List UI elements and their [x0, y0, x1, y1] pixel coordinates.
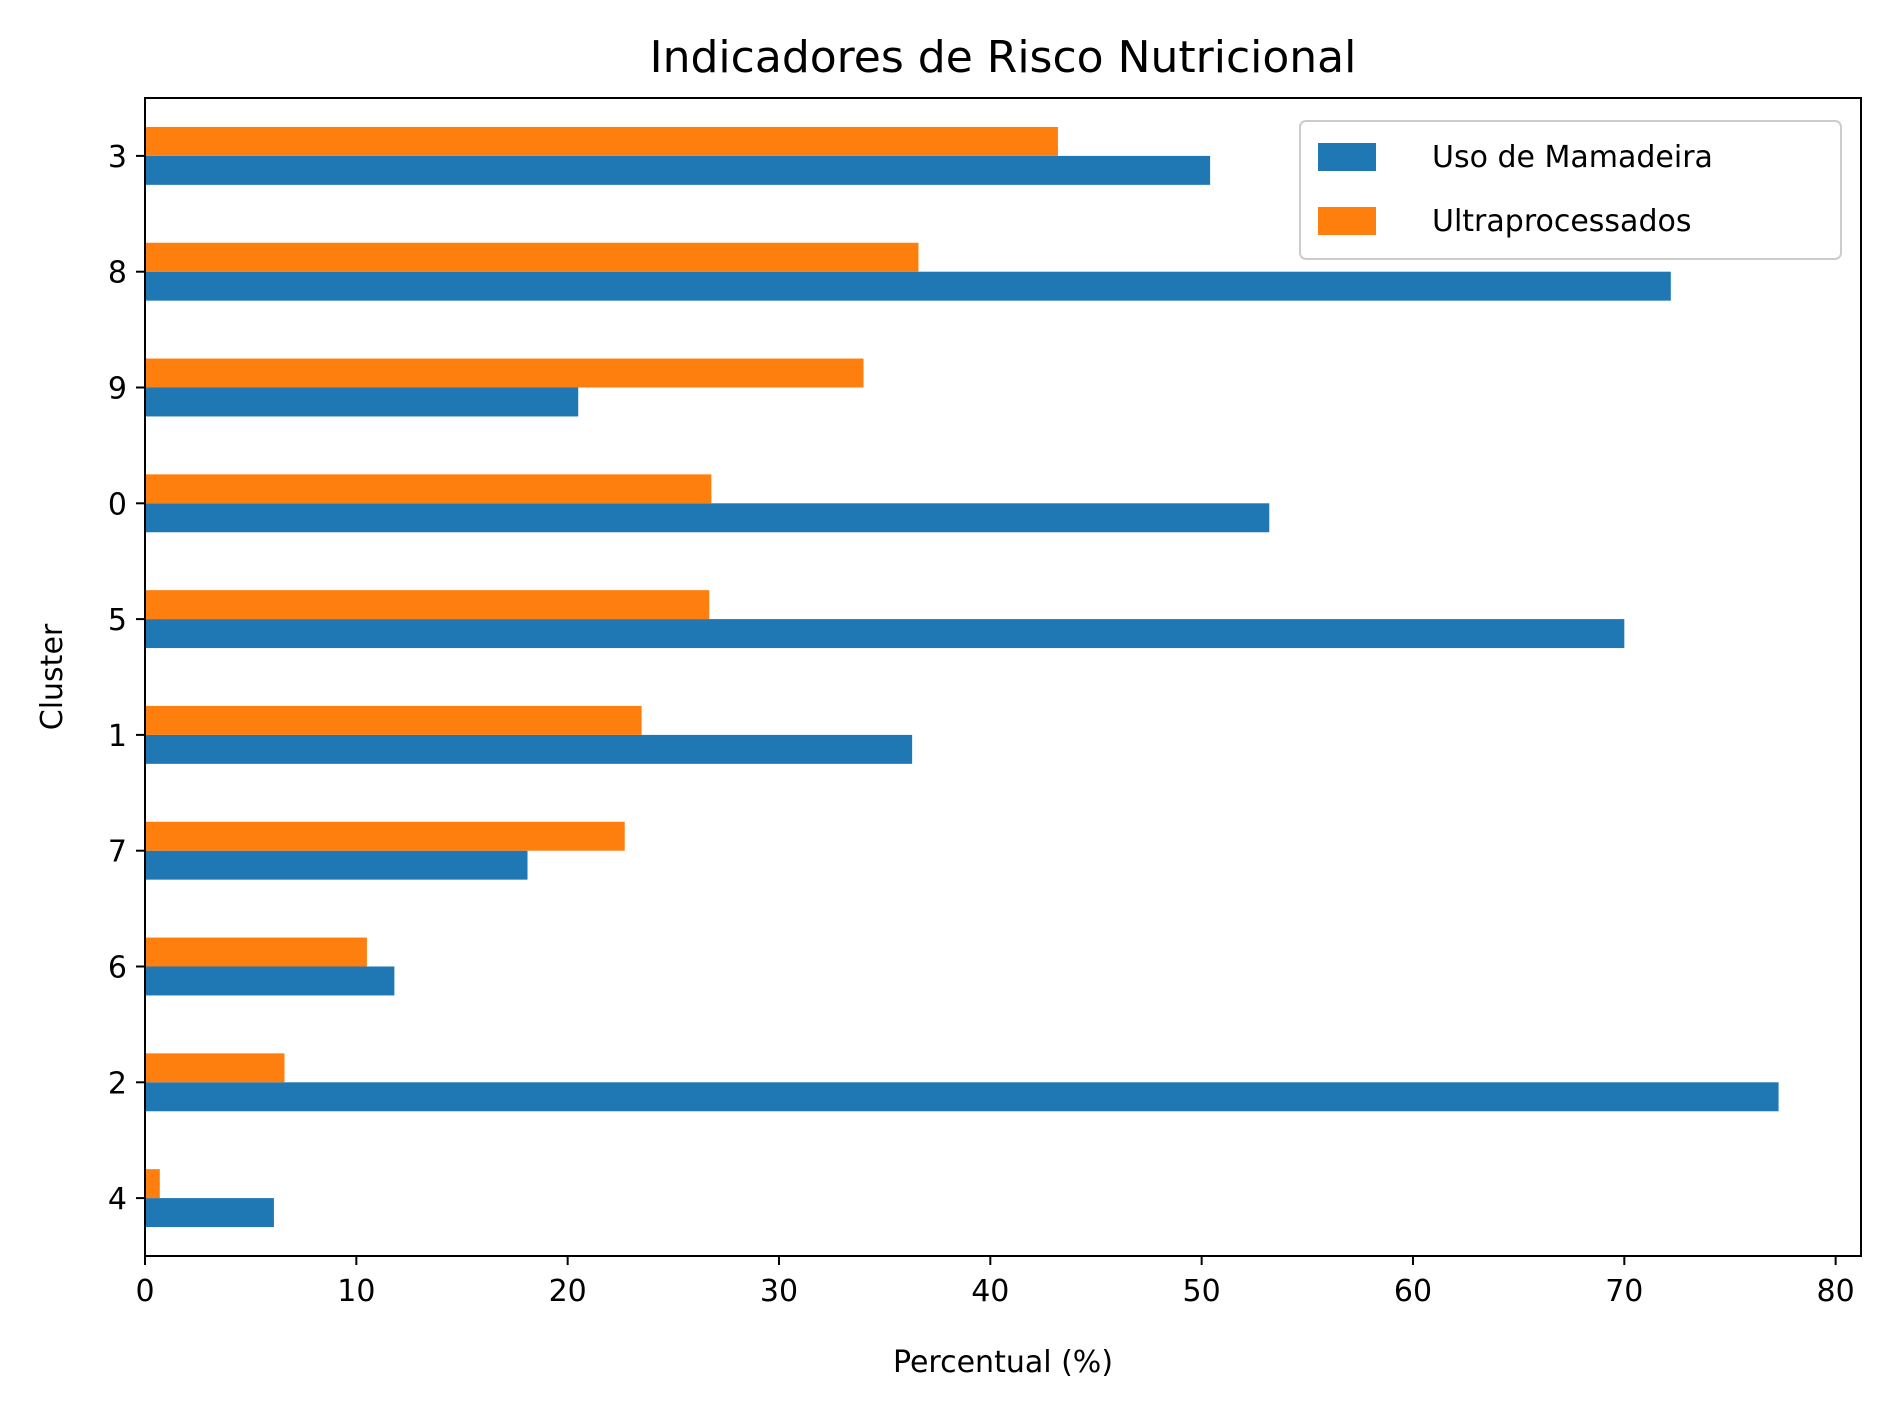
- bar-uso-de-mamadeira-cluster-6: [145, 966, 395, 996]
- y-axis-ticks: 3 8 9 0 5 1 7 6 2 4: [108, 140, 145, 1217]
- x-axis-label: Percentual (%): [893, 1345, 1113, 1380]
- legend-label-uso-de-mamadeira: Uso de Mamadeira: [1432, 140, 1713, 175]
- y-tick-label-3: 3: [108, 140, 127, 175]
- bar-uso-de-mamadeira-cluster-3: [145, 155, 1211, 185]
- x-tick-label-10: 10: [337, 1274, 375, 1309]
- legend: Uso de Mamadeira Ultraprocessados: [1299, 120, 1842, 260]
- legend-frame: [1299, 120, 1842, 260]
- bar-ultraprocessados-cluster-8: [145, 242, 919, 272]
- bar-uso-de-mamadeira-cluster-7: [145, 850, 528, 880]
- bar-ultraprocessados-cluster-0: [145, 474, 712, 504]
- bar-ultraprocessados-cluster-9: [145, 358, 864, 388]
- bar-uso-de-mamadeira-cluster-8: [145, 271, 1671, 301]
- x-tick-label-20: 20: [549, 1274, 587, 1309]
- y-tick-label-6: 6: [108, 951, 127, 986]
- y-tick-label-9: 9: [108, 372, 127, 407]
- bar-ultraprocessados-cluster-5: [145, 590, 710, 620]
- bar-uso-de-mamadeira-cluster-0: [145, 503, 1270, 533]
- bar-uso-de-mamadeira-cluster-9: [145, 387, 579, 417]
- bar-ultraprocessados-cluster-2: [145, 1053, 285, 1083]
- bar-ultraprocessados-cluster-1: [145, 705, 642, 735]
- y-tick-label-7: 7: [108, 835, 127, 870]
- bar-ultraprocessados-cluster-6: [145, 937, 367, 967]
- legend-swatch-ultraprocessados: [1318, 207, 1376, 235]
- chart-title: Indicadores de Risco Nutricional: [650, 32, 1357, 83]
- bar-ultraprocessados-cluster-4: [145, 1169, 160, 1199]
- bar-ultraprocessados-cluster-7: [145, 821, 625, 851]
- x-tick-label-40: 40: [971, 1274, 1009, 1309]
- bar-uso-de-mamadeira-cluster-4: [145, 1198, 274, 1228]
- bar-uso-de-mamadeira-cluster-1: [145, 734, 913, 764]
- y-tick-label-2: 2: [108, 1066, 127, 1101]
- y-tick-label-5: 5: [108, 603, 127, 638]
- x-axis-ticks: 0 10 20 30 40 50 60 70 80: [135, 1256, 1855, 1309]
- y-tick-label-4: 4: [108, 1182, 127, 1217]
- x-tick-label-70: 70: [1605, 1274, 1643, 1309]
- y-tick-label-8: 8: [108, 256, 127, 291]
- legend-label-ultraprocessados: Ultraprocessados: [1432, 204, 1691, 239]
- x-tick-label-0: 0: [135, 1274, 154, 1309]
- bar-uso-de-mamadeira-cluster-2: [145, 1082, 1779, 1112]
- legend-swatch-uso-de-mamadeira: [1318, 143, 1376, 171]
- y-tick-label-1: 1: [108, 719, 127, 754]
- y-tick-label-0: 0: [108, 487, 127, 522]
- bar-uso-de-mamadeira-cluster-5: [145, 619, 1625, 649]
- x-tick-label-50: 50: [1183, 1274, 1221, 1309]
- x-tick-label-30: 30: [760, 1274, 798, 1309]
- bar-ultraprocessados-cluster-3: [145, 126, 1058, 156]
- plot-frame: [144, 97, 1862, 1257]
- x-tick-label-60: 60: [1394, 1274, 1432, 1309]
- bars-group: [145, 126, 1779, 1228]
- x-tick-label-80: 80: [1817, 1274, 1855, 1309]
- y-axis-label: Cluster: [35, 623, 70, 730]
